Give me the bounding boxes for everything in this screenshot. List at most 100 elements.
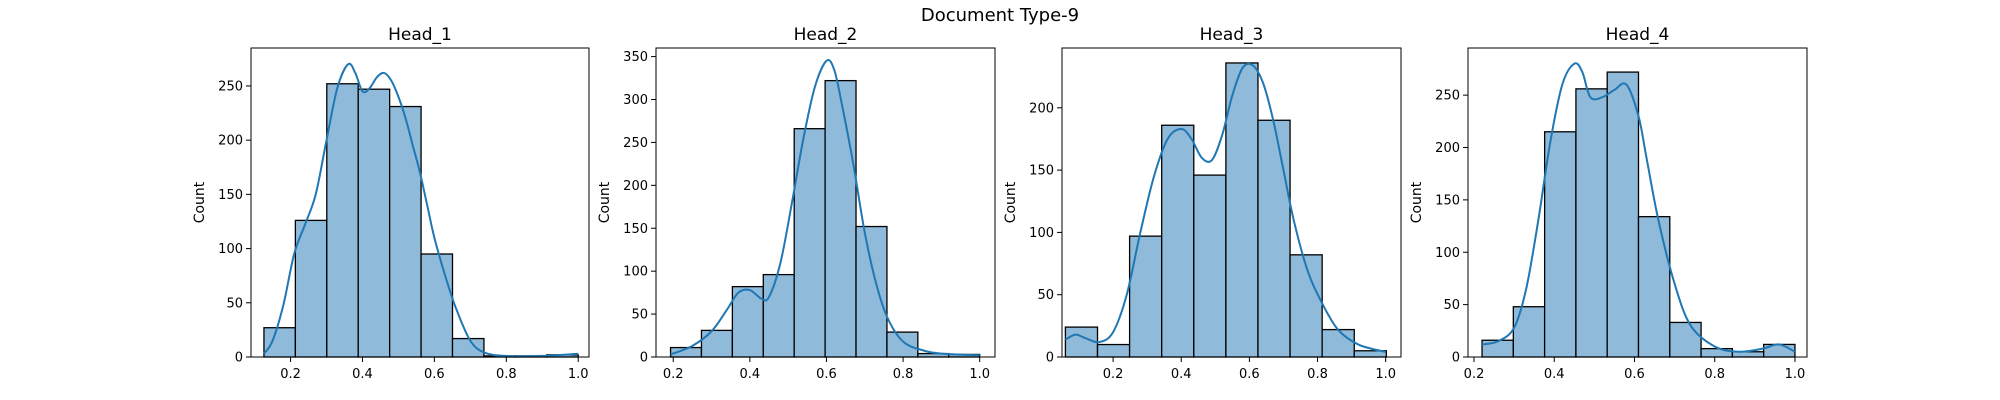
y-tick-label: 0 [1046, 351, 1054, 366]
y-tick-label: 150 [218, 188, 243, 203]
figure-suptitle: Document Type-9 [921, 5, 1079, 26]
histogram-bar [700, 329, 734, 358]
y-tick-label: 200 [218, 134, 243, 149]
bars [1064, 62, 1387, 358]
x-tick-label: 1.0 [568, 367, 589, 382]
x-tick-label: 0.8 [1704, 367, 1725, 382]
bars [263, 83, 579, 358]
subplot-4: 0.2 0.4 0.6 0.8 1.0 0 50 100 150 200 250 Head_4 Coun… [1409, 25, 1808, 382]
x-tick-label: 0.8 [496, 367, 517, 382]
histogram-bar [1161, 124, 1195, 358]
x-tick-label: 0.8 [1307, 367, 1328, 382]
histogram-bar [824, 79, 857, 358]
y-tick-label: 0 [235, 351, 243, 366]
histogram-bar [294, 219, 328, 358]
y-tick-label: 0 [640, 351, 648, 366]
y-tick-label: 0 [1452, 351, 1460, 366]
histogram-bar [1321, 328, 1355, 358]
x-tick-label: 0.8 [893, 367, 914, 382]
histogram-bar [1289, 254, 1323, 358]
histogram-bar [451, 337, 485, 358]
histogram-bar [1606, 71, 1640, 358]
y-tick-label: 50 [1443, 298, 1460, 313]
subplot-title: Head_3 [1200, 25, 1264, 45]
bars [1481, 71, 1796, 358]
kde-curve [1481, 62, 1796, 353]
y-tick-label: 100 [218, 242, 243, 257]
x-tick-label: 0.6 [1239, 367, 1260, 382]
y-tick-label: 250 [218, 79, 243, 94]
x-tick-label: 0.6 [424, 367, 445, 382]
histogram-bar [886, 331, 919, 358]
histogram-bar [1257, 119, 1291, 358]
histogram-bar [389, 105, 422, 358]
y-tick-label: 50 [1037, 288, 1054, 303]
kde-curve [670, 59, 980, 357]
histogram-bar [1064, 326, 1099, 358]
y-tick-label: 100 [1435, 246, 1460, 261]
y-tick-label: 100 [623, 265, 648, 280]
y-axis-label: Count [1409, 181, 1425, 223]
axes-frame [1467, 47, 1808, 358]
y-tick-label: 100 [1029, 226, 1054, 241]
subplot-3: 0.2 0.4 0.6 0.8 1.0 0 50 100 150 200 Head_3 Count [1003, 25, 1402, 382]
x-tick-label: 0.4 [1171, 367, 1192, 382]
subplot-2: 0.2 0.4 0.6 0.8 1.0 0 50 100 150 200 250 300 350 Head… [597, 25, 996, 382]
subplot-title: Head_1 [388, 25, 452, 45]
histogram-bar [762, 273, 795, 358]
y-tick-label: 50 [631, 308, 648, 323]
axes-frame [655, 47, 996, 358]
axes-frame [1061, 47, 1402, 358]
x-tick-label: 1.0 [969, 367, 990, 382]
x-tick-label: 0.4 [740, 367, 761, 382]
y-tick-label: 150 [1435, 193, 1460, 208]
x-tick-label: 0.6 [1624, 367, 1645, 382]
x-tick-label: 0.2 [663, 367, 684, 382]
subplot-1: 0.2 0.4 0.6 0.8 1.0 0 50 100 150 200 250 Head_1 Coun… [192, 25, 590, 382]
histogram-bar [357, 88, 391, 358]
histogram-bar [1128, 235, 1163, 358]
subplot-title: Head_4 [1606, 25, 1670, 45]
bars [669, 79, 981, 358]
kde-curve [263, 62, 579, 358]
y-tick-label: 150 [623, 222, 648, 237]
y-tick-label: 350 [623, 50, 648, 65]
x-tick-label: 0.2 [1464, 367, 1485, 382]
x-tick-label: 0.4 [1544, 367, 1565, 382]
y-tick-label: 150 [1029, 164, 1054, 179]
x-tick-label: 1.0 [1785, 367, 1806, 382]
histogram-bar [1575, 88, 1608, 358]
histogram-bar [1481, 339, 1514, 358]
subplots: 0.2 0.4 0.6 0.8 1.0 0 50 100 150 200 250 Head_1 Coun… [192, 25, 1808, 382]
histogram-bar [1669, 321, 1702, 358]
x-tick-label: 0.6 [816, 367, 837, 382]
histogram-bar [1096, 343, 1131, 358]
histogram-bar [1193, 174, 1227, 358]
y-tick-label: 200 [1029, 101, 1054, 116]
histogram-bar [326, 83, 359, 358]
x-tick-label: 1.0 [1375, 367, 1396, 382]
kde-curve [1064, 62, 1386, 353]
histogram-bar [1637, 215, 1671, 358]
histogram-bar [420, 253, 454, 358]
y-tick-label: 50 [226, 296, 243, 311]
histogram-bar [1512, 306, 1546, 358]
y-tick-label: 300 [623, 93, 648, 108]
x-tick-label: 0.2 [280, 367, 301, 382]
y-axis-label: Count [192, 181, 208, 223]
subplot-title: Head_2 [794, 25, 858, 45]
axes-frame [250, 47, 590, 358]
y-axis-label: Count [597, 181, 613, 223]
y-tick-label: 200 [1435, 141, 1460, 156]
histogram-bar [855, 225, 888, 358]
x-tick-label: 0.2 [1103, 367, 1124, 382]
y-tick-label: 200 [623, 179, 648, 194]
y-tick-label: 250 [623, 136, 648, 151]
y-tick-label: 250 [1435, 89, 1460, 104]
histogram-bar [793, 128, 826, 358]
histogram-bar [1543, 131, 1577, 358]
x-tick-label: 0.4 [352, 367, 373, 382]
histogram-bar [263, 327, 297, 358]
y-axis-label: Count [1003, 181, 1019, 223]
